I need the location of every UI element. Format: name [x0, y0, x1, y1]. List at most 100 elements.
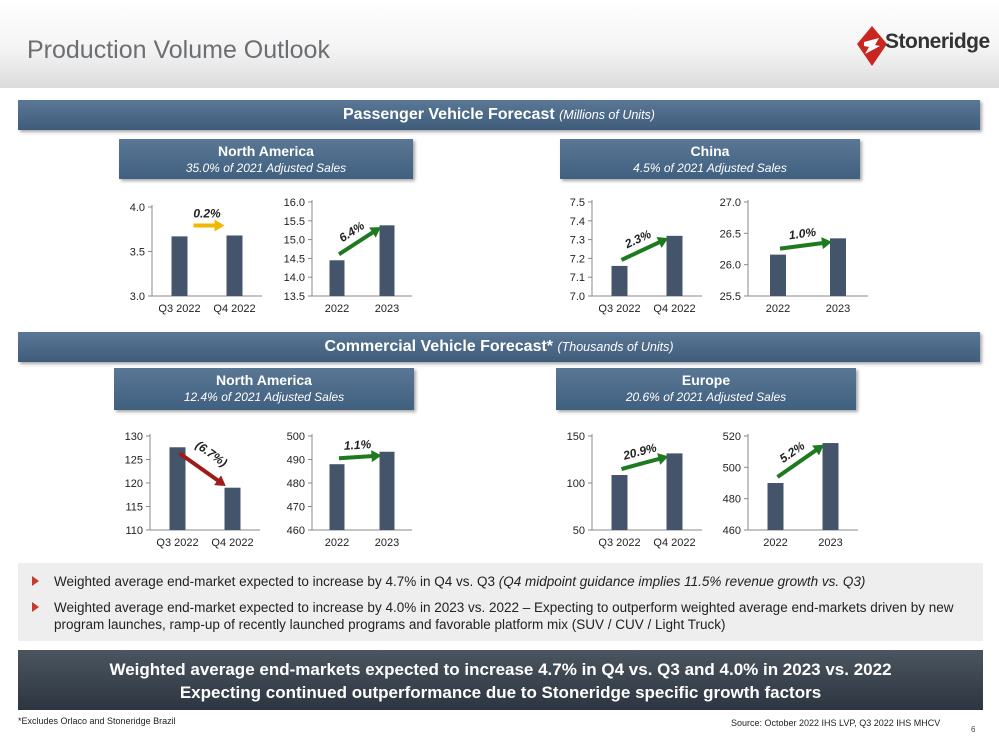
bar — [226, 235, 243, 296]
commercial-subtitle: (Thousands of Units) — [557, 340, 674, 354]
bar — [379, 225, 395, 296]
y-tick-label: 4.0 — [130, 202, 145, 214]
bar — [379, 451, 395, 530]
y-tick-label: 480 — [287, 478, 305, 490]
bar — [830, 238, 846, 296]
y-tick-label: 470 — [287, 502, 305, 514]
summary-line-1: Weighted average end-markets expected to… — [109, 660, 892, 679]
trend-arrow-head-icon — [214, 219, 225, 232]
passenger-subtitle: (Millions of Units) — [559, 108, 655, 122]
change-label: 1.0% — [788, 225, 817, 242]
trend-arrow-head-icon — [656, 236, 669, 248]
y-tick-label: 16.0 — [284, 197, 305, 209]
y-tick-label: 3.0 — [130, 291, 145, 303]
y-tick-label: 3.5 — [130, 247, 145, 259]
bullet-text: Weighted average end-market expected to … — [54, 574, 499, 589]
y-tick-label: 460 — [723, 525, 741, 537]
region-pv-china: China 4.5% of 2021 Adjusted Sales — [560, 139, 860, 179]
bar — [770, 254, 786, 296]
passenger-title: Passenger Vehicle Forecast — [343, 106, 555, 123]
y-tick-label: 7.1 — [570, 272, 585, 284]
page-number: 6 — [971, 725, 976, 734]
region-share: 4.5% of 2021 Adjusted Sales — [633, 161, 787, 175]
x-tick-label: Q4 2022 — [211, 537, 253, 549]
chart-pv-na-quarterly: 3.0 3.5 4.0 Q3 2022 Q4 2022 0.2% — [130, 202, 262, 315]
trend-arrow-head-icon — [369, 227, 381, 238]
y-tick-label: 7.4 — [570, 216, 585, 228]
y-tick-label: 115 — [125, 502, 143, 514]
summary-banner: Weighted average end-markets expected to… — [18, 650, 983, 710]
y-tick-label: 14.5 — [284, 253, 305, 265]
y-tick-label: 7.5 — [570, 197, 585, 209]
commercial-vehicle-banner: Commercial Vehicle Forecast* (Thousands … — [18, 332, 980, 362]
page-title: Production Volume Outlook — [27, 36, 330, 64]
y-tick-label: 100 — [567, 478, 585, 490]
change-label: 0.2% — [193, 206, 221, 220]
trend-arrow-shaft — [779, 240, 829, 251]
logo-text: Stoneridge — [885, 30, 990, 53]
y-tick-label: 150 — [567, 431, 585, 443]
region-pv-north-america: North America 35.0% of 2021 Adjusted Sal… — [119, 139, 413, 179]
region-name: North America — [218, 143, 314, 159]
y-tick-label: 480 — [723, 494, 741, 506]
x-tick-label: Q3 2022 — [598, 303, 640, 315]
trend-arrow-head-icon — [371, 450, 382, 463]
y-tick-label: 27.0 — [720, 197, 741, 209]
bullet-item: Weighted average end-market expected to … — [32, 599, 977, 633]
x-tick-label: Q4 2022 — [653, 537, 695, 549]
header-bar — [0, 0, 999, 88]
trend-arrow-shaft — [620, 455, 666, 471]
bullet-marker-icon — [32, 602, 39, 612]
x-tick-label: 2022 — [766, 303, 790, 315]
bar — [329, 464, 345, 530]
trend-arrow-shaft — [776, 445, 822, 479]
bar — [767, 483, 784, 530]
chart-cv-na-annual: 460 470 480 490 500 2022 2023 1.1% — [287, 431, 412, 549]
commercial-title: Commercial Vehicle Forecast* — [324, 338, 554, 355]
y-tick-label: 26.5 — [720, 228, 741, 240]
logo-mark-icon — [857, 26, 887, 66]
region-cv-north-america: North America 12.4% of 2021 Adjusted Sal… — [114, 368, 414, 410]
x-tick-label: 2023 — [826, 303, 850, 315]
bar — [171, 236, 188, 296]
trend-arrow-head-icon — [812, 444, 824, 456]
y-tick-label: 120 — [125, 478, 143, 490]
x-tick-label: 2023 — [818, 537, 842, 549]
region-share: 20.6% of 2021 Adjusted Sales — [625, 390, 787, 404]
region-name: China — [690, 143, 730, 159]
y-tick-label: 50 — [573, 525, 585, 537]
bar — [329, 260, 345, 296]
trend-arrow-shaft — [620, 238, 666, 262]
y-tick-label: 110 — [125, 525, 143, 537]
region-share: 12.4% of 2021 Adjusted Sales — [183, 390, 345, 404]
y-tick-label: 500 — [287, 431, 305, 443]
y-tick-label: 125 — [125, 455, 143, 467]
x-tick-label: 2022 — [325, 537, 349, 549]
y-tick-label: 7.0 — [570, 291, 585, 303]
y-tick-label: 7.2 — [570, 253, 585, 265]
region-name: North America — [216, 372, 312, 388]
x-tick-label: 2023 — [375, 303, 399, 315]
summary-line-2: Expecting continued outperformance due t… — [179, 683, 822, 702]
bar — [169, 447, 186, 530]
y-tick-label: 460 — [287, 525, 305, 537]
trend-arrow-shaft — [337, 227, 379, 256]
y-tick-label: 500 — [723, 462, 741, 474]
x-tick-label: Q4 2022 — [653, 303, 695, 315]
x-tick-label: Q3 2022 — [156, 537, 198, 549]
y-tick-label: 15.5 — [284, 216, 305, 228]
trend-arrow-shaft — [338, 453, 378, 461]
bullet-marker-icon — [32, 576, 39, 586]
trend-arrow-head-icon — [821, 237, 832, 250]
y-tick-label: 130 — [125, 431, 143, 443]
bar — [666, 235, 683, 296]
y-tick-label: 13.5 — [284, 291, 305, 303]
trend-arrow-head-icon — [214, 475, 226, 487]
stoneridge-logo: Stoneridge — [855, 22, 990, 72]
bullet-item: Weighted average end-market expected to … — [32, 573, 972, 590]
bar — [611, 265, 628, 296]
x-tick-label: 2023 — [375, 537, 399, 549]
bar — [666, 453, 683, 530]
